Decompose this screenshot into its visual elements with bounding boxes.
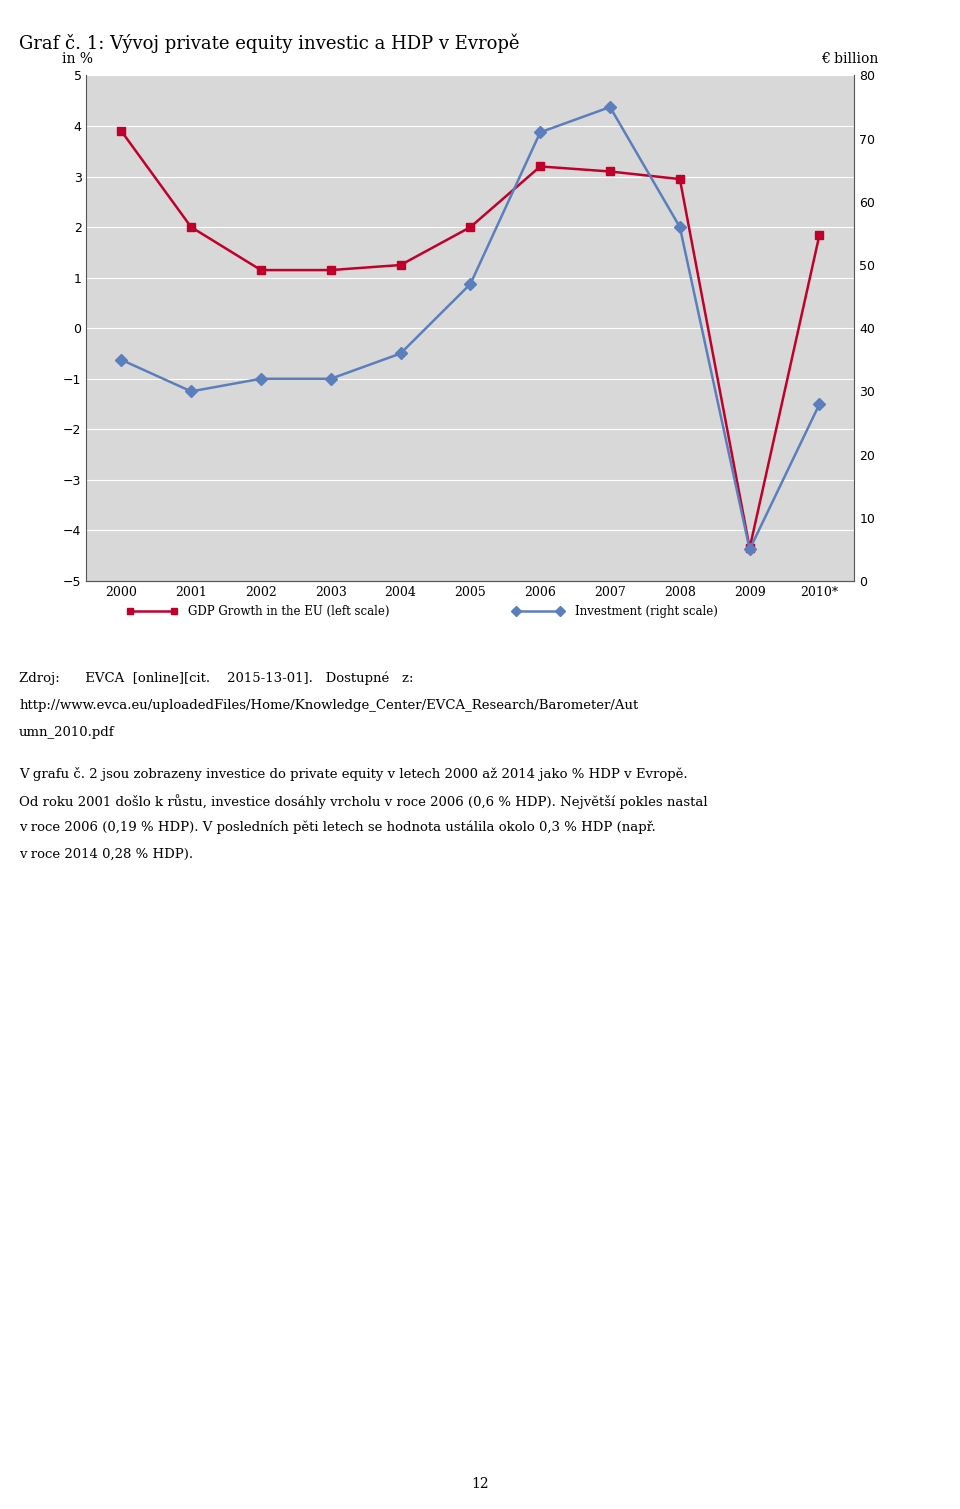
Text: http://www.evca.eu/uploadedFiles/Home/Knowledge_Center/EVCA_Research/Barometer/A: http://www.evca.eu/uploadedFiles/Home/Kn…: [19, 699, 638, 712]
Text: Od roku 2001 došlo k růstu, investice dosáhly vrcholu v roce 2006 (0,6 % HDP). N: Od roku 2001 došlo k růstu, investice do…: [19, 794, 708, 809]
Text: € billion: € billion: [821, 53, 878, 66]
Text: umn_2010.pdf: umn_2010.pdf: [19, 726, 115, 739]
Text: in %: in %: [62, 53, 93, 66]
Text: Zdroj:      EVCA  [online][cit.    2015-13-01].   Dostupné   z:: Zdroj: EVCA [online][cit. 2015-13-01]. D…: [19, 672, 414, 685]
Text: 12: 12: [471, 1477, 489, 1491]
Text: Graf č. 1: Vývoj private equity investic a HDP v Evropě: Graf č. 1: Vývoj private equity investic…: [19, 33, 519, 53]
Text: v roce 2014 0,28 % HDP).: v roce 2014 0,28 % HDP).: [19, 848, 193, 862]
Text: V grafu č. 2 jsou zobrazeny investice do private equity v letech 2000 až 2014 ja: V grafu č. 2 jsou zobrazeny investice do…: [19, 767, 687, 780]
Text: Investment (right scale): Investment (right scale): [575, 605, 718, 617]
Text: v roce 2006 (0,19 % HDP). V posledních pěti letech se hodnota ustálila okolo 0,3: v roce 2006 (0,19 % HDP). V posledních p…: [19, 821, 656, 834]
Text: GDP Growth in the EU (left scale): GDP Growth in the EU (left scale): [188, 605, 390, 617]
